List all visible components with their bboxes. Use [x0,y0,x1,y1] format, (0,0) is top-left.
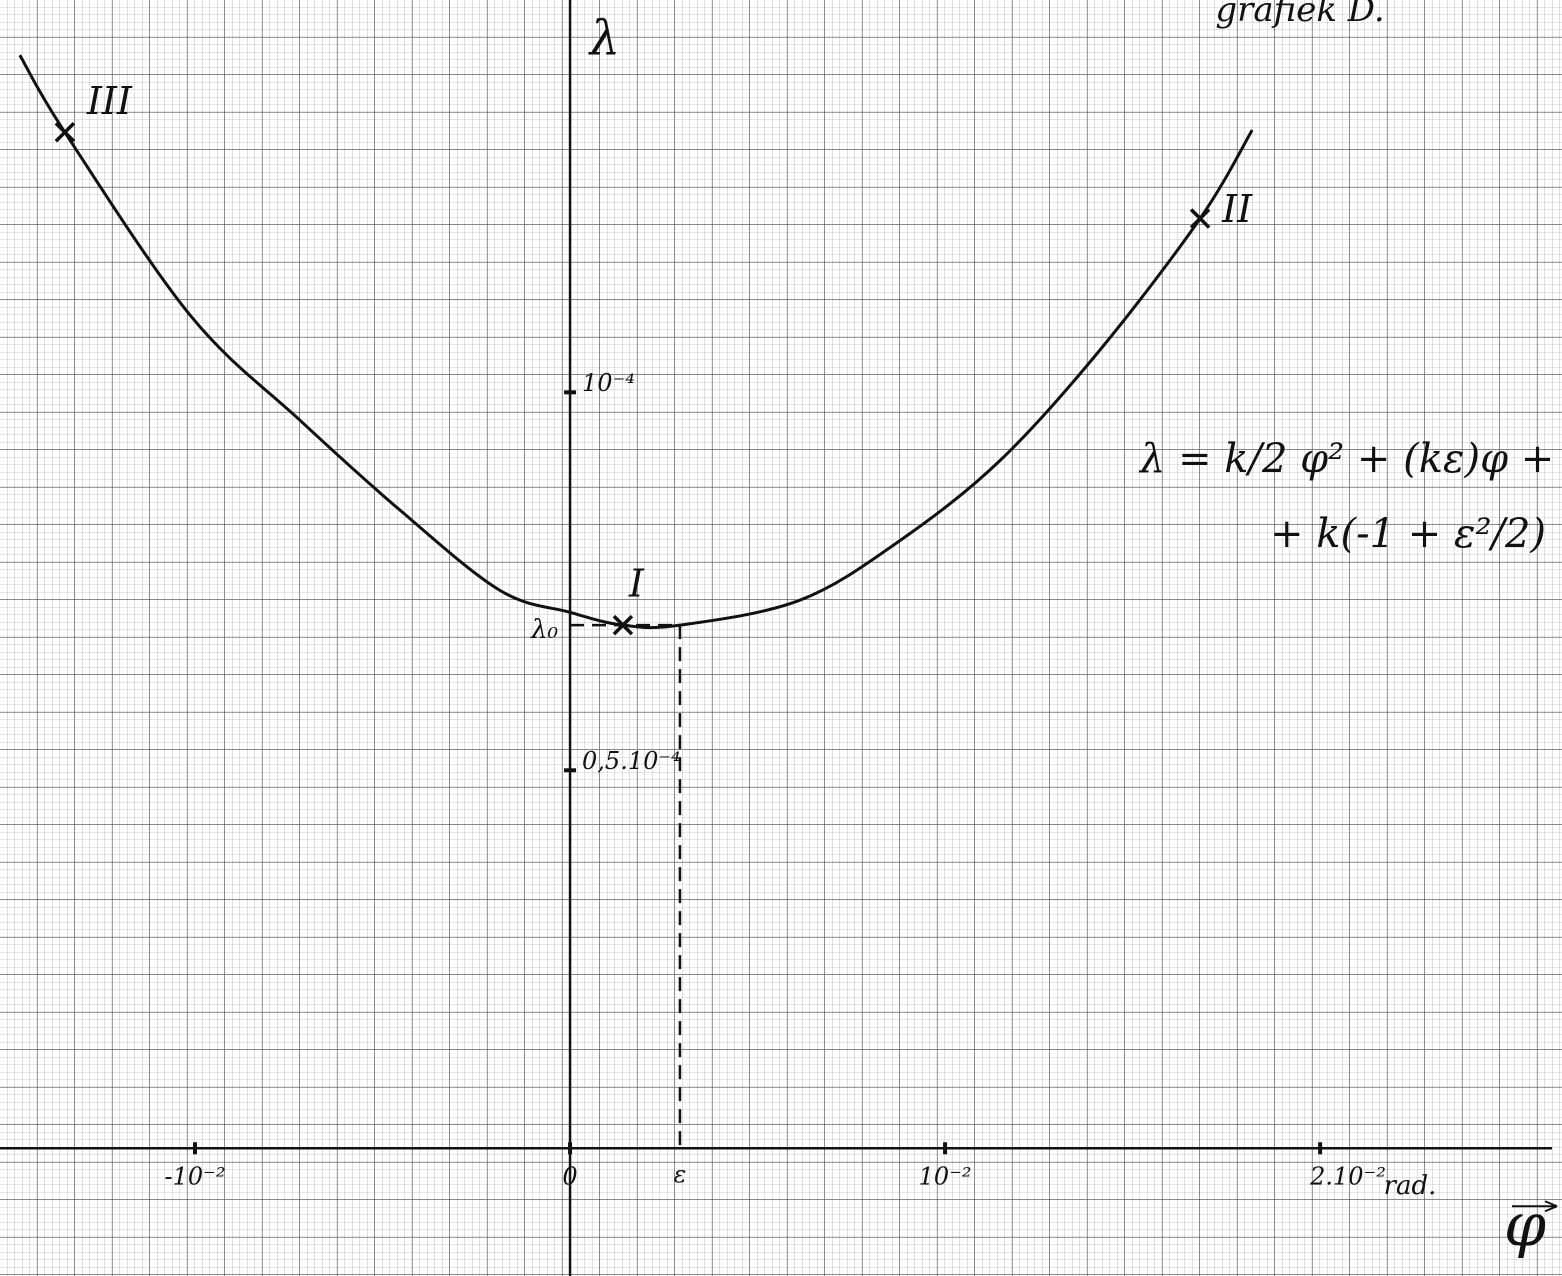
point-marker [54,122,76,143]
formula: + k(-1 + ε²/2) + 1 [1270,511,1562,557]
point-label: II [1221,187,1253,231]
x-unit: rad. [1384,1171,1437,1201]
x-tick-label: -10⁻² [165,1163,226,1191]
min-y-label: λ₀ [530,615,558,645]
x-tick-label: 0 [562,1163,577,1191]
y-tick-label: 10⁻⁴ [582,369,635,397]
min-x-label: ε [673,1161,686,1189]
point-marker [1189,208,1211,229]
x-axis-arrow [1512,1200,1558,1213]
x-tick-label: 2.10⁻² [1309,1163,1386,1191]
point-marker [612,614,634,636]
x-axis-label: φ [1504,1191,1546,1261]
formula: λ = k/2 φ² + (kε)φ + [1138,436,1554,482]
x-tick-label: 10⁻² [919,1163,972,1191]
chart-title: grafiek D. [1215,0,1384,30]
point-label: III [86,79,133,123]
y-axis-label: λ [588,11,620,67]
point-label: I [628,562,645,606]
y-tick-label: 0,5.10⁻⁴ [582,747,681,775]
